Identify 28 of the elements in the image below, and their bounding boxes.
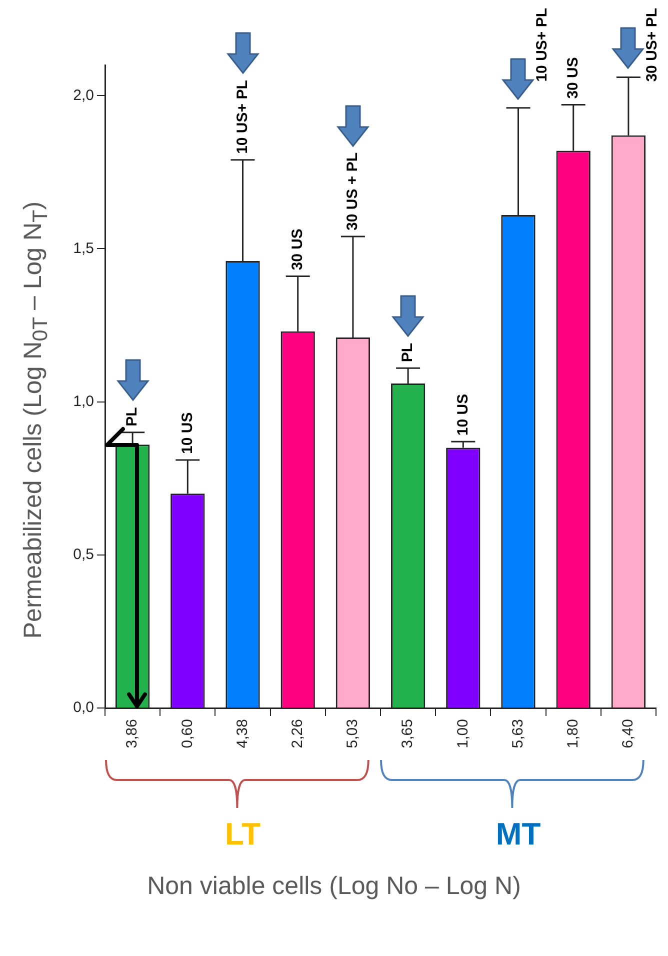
annotation: PL bbox=[124, 407, 141, 426]
x-tick-label: 2,26 bbox=[288, 719, 306, 748]
annotation: PL bbox=[399, 342, 416, 362]
annotation: 30 US bbox=[288, 228, 306, 270]
text: LT bbox=[224, 816, 261, 852]
x-tick-label: 4,38 bbox=[234, 719, 251, 748]
text: MT bbox=[496, 816, 541, 852]
annotation: 10 US bbox=[454, 394, 472, 436]
annotation: 10 US+ PL bbox=[533, 8, 550, 82]
x-tick-label: 1,00 bbox=[454, 719, 472, 748]
y-tick-label: 2,0 bbox=[73, 86, 94, 104]
x-tick-label: 0,60 bbox=[178, 719, 196, 748]
annotation: 10 US bbox=[178, 412, 196, 454]
x-axis-title: Non viable cells (Log No – Log N) bbox=[146, 872, 522, 901]
annotation: 30 US + PL bbox=[344, 152, 362, 230]
x-tick-label: 5,63 bbox=[509, 719, 526, 748]
x-tick-label: 5,03 bbox=[344, 719, 362, 748]
y-tick-label: 1,5 bbox=[73, 240, 94, 257]
annotation: 10 US+ PL bbox=[234, 80, 251, 154]
y-tick-label: 1,0 bbox=[73, 392, 94, 410]
x-tick-label: 6,40 bbox=[620, 719, 637, 748]
annotation: 30 US+ PL bbox=[644, 8, 661, 82]
y-tick-label: 0,5 bbox=[73, 546, 94, 564]
annotation: 30 US bbox=[564, 57, 582, 99]
x-tick-label: 1,80 bbox=[564, 719, 582, 748]
y-tick-label: 0,0 bbox=[73, 699, 94, 716]
x-tick-label: 3,86 bbox=[124, 719, 141, 748]
x-tick-label: 3,65 bbox=[399, 719, 416, 748]
